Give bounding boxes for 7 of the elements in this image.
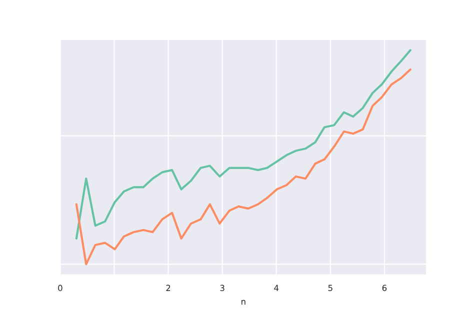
x-tick-label: 3 (220, 284, 224, 292)
x-tick-label: 2 (166, 284, 170, 291)
x-tick-label: 5 (328, 284, 332, 292)
x-tick-label: 6 (382, 284, 387, 292)
x-tick-label: 4 (274, 284, 279, 291)
x-tick-label: 0 (58, 284, 62, 292)
x-axis-title: n (242, 300, 246, 305)
